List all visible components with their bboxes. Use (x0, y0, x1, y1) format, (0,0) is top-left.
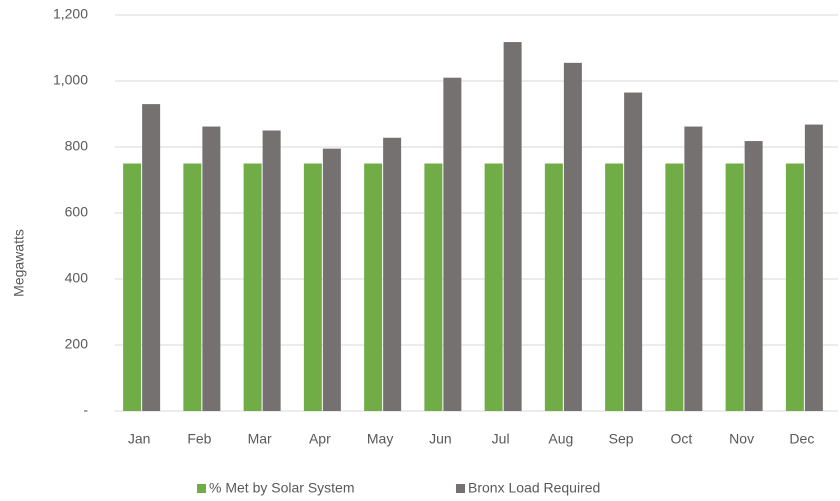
bar (684, 126, 703, 411)
bar (443, 77, 462, 411)
x-tick-label: Feb (187, 431, 211, 447)
x-tick-label: Mar (248, 431, 272, 447)
bar (744, 141, 763, 411)
bar (364, 163, 383, 411)
bar (605, 163, 624, 411)
x-tick-label: Aug (548, 431, 573, 447)
legend-swatch (456, 484, 465, 493)
bar (424, 163, 443, 411)
bar (202, 126, 221, 411)
bar (303, 163, 322, 411)
bar (503, 42, 522, 412)
y-tick-label: 1,000 (53, 72, 88, 88)
bar (665, 163, 684, 411)
bar (383, 137, 402, 411)
x-tick-label: Jan (128, 431, 151, 447)
x-tick-label: Apr (309, 431, 331, 447)
y-tick-label: - (83, 402, 88, 418)
bar (544, 163, 563, 411)
bar (322, 148, 341, 411)
y-axis-label: Megawatts (11, 229, 27, 297)
bar (183, 163, 202, 411)
y-tick-label: 400 (65, 270, 89, 286)
bar (725, 163, 744, 411)
legend-swatch (197, 484, 206, 493)
bar (142, 104, 161, 411)
x-tick-label: Nov (729, 431, 754, 447)
y-tick-label: 600 (65, 204, 89, 220)
y-tick-label: 800 (65, 138, 89, 154)
bar (262, 130, 281, 411)
bar (804, 124, 823, 411)
bar (624, 92, 643, 412)
x-tick-label: Sep (609, 431, 634, 447)
legend-label: % Met by Solar System (209, 480, 355, 496)
x-tick-label: Jun (429, 431, 452, 447)
bar (484, 163, 503, 411)
x-tick-label: Dec (789, 431, 814, 447)
bar (123, 163, 142, 411)
y-tick-label: 200 (65, 336, 89, 352)
legend-label: Bronx Load Required (468, 480, 600, 496)
bar (785, 163, 804, 411)
bar (563, 62, 582, 411)
x-tick-label: Oct (670, 431, 692, 447)
bar (243, 163, 262, 411)
y-tick-label: 1,200 (53, 6, 88, 22)
x-tick-label: May (367, 431, 393, 447)
x-tick-label: Jul (492, 431, 510, 447)
